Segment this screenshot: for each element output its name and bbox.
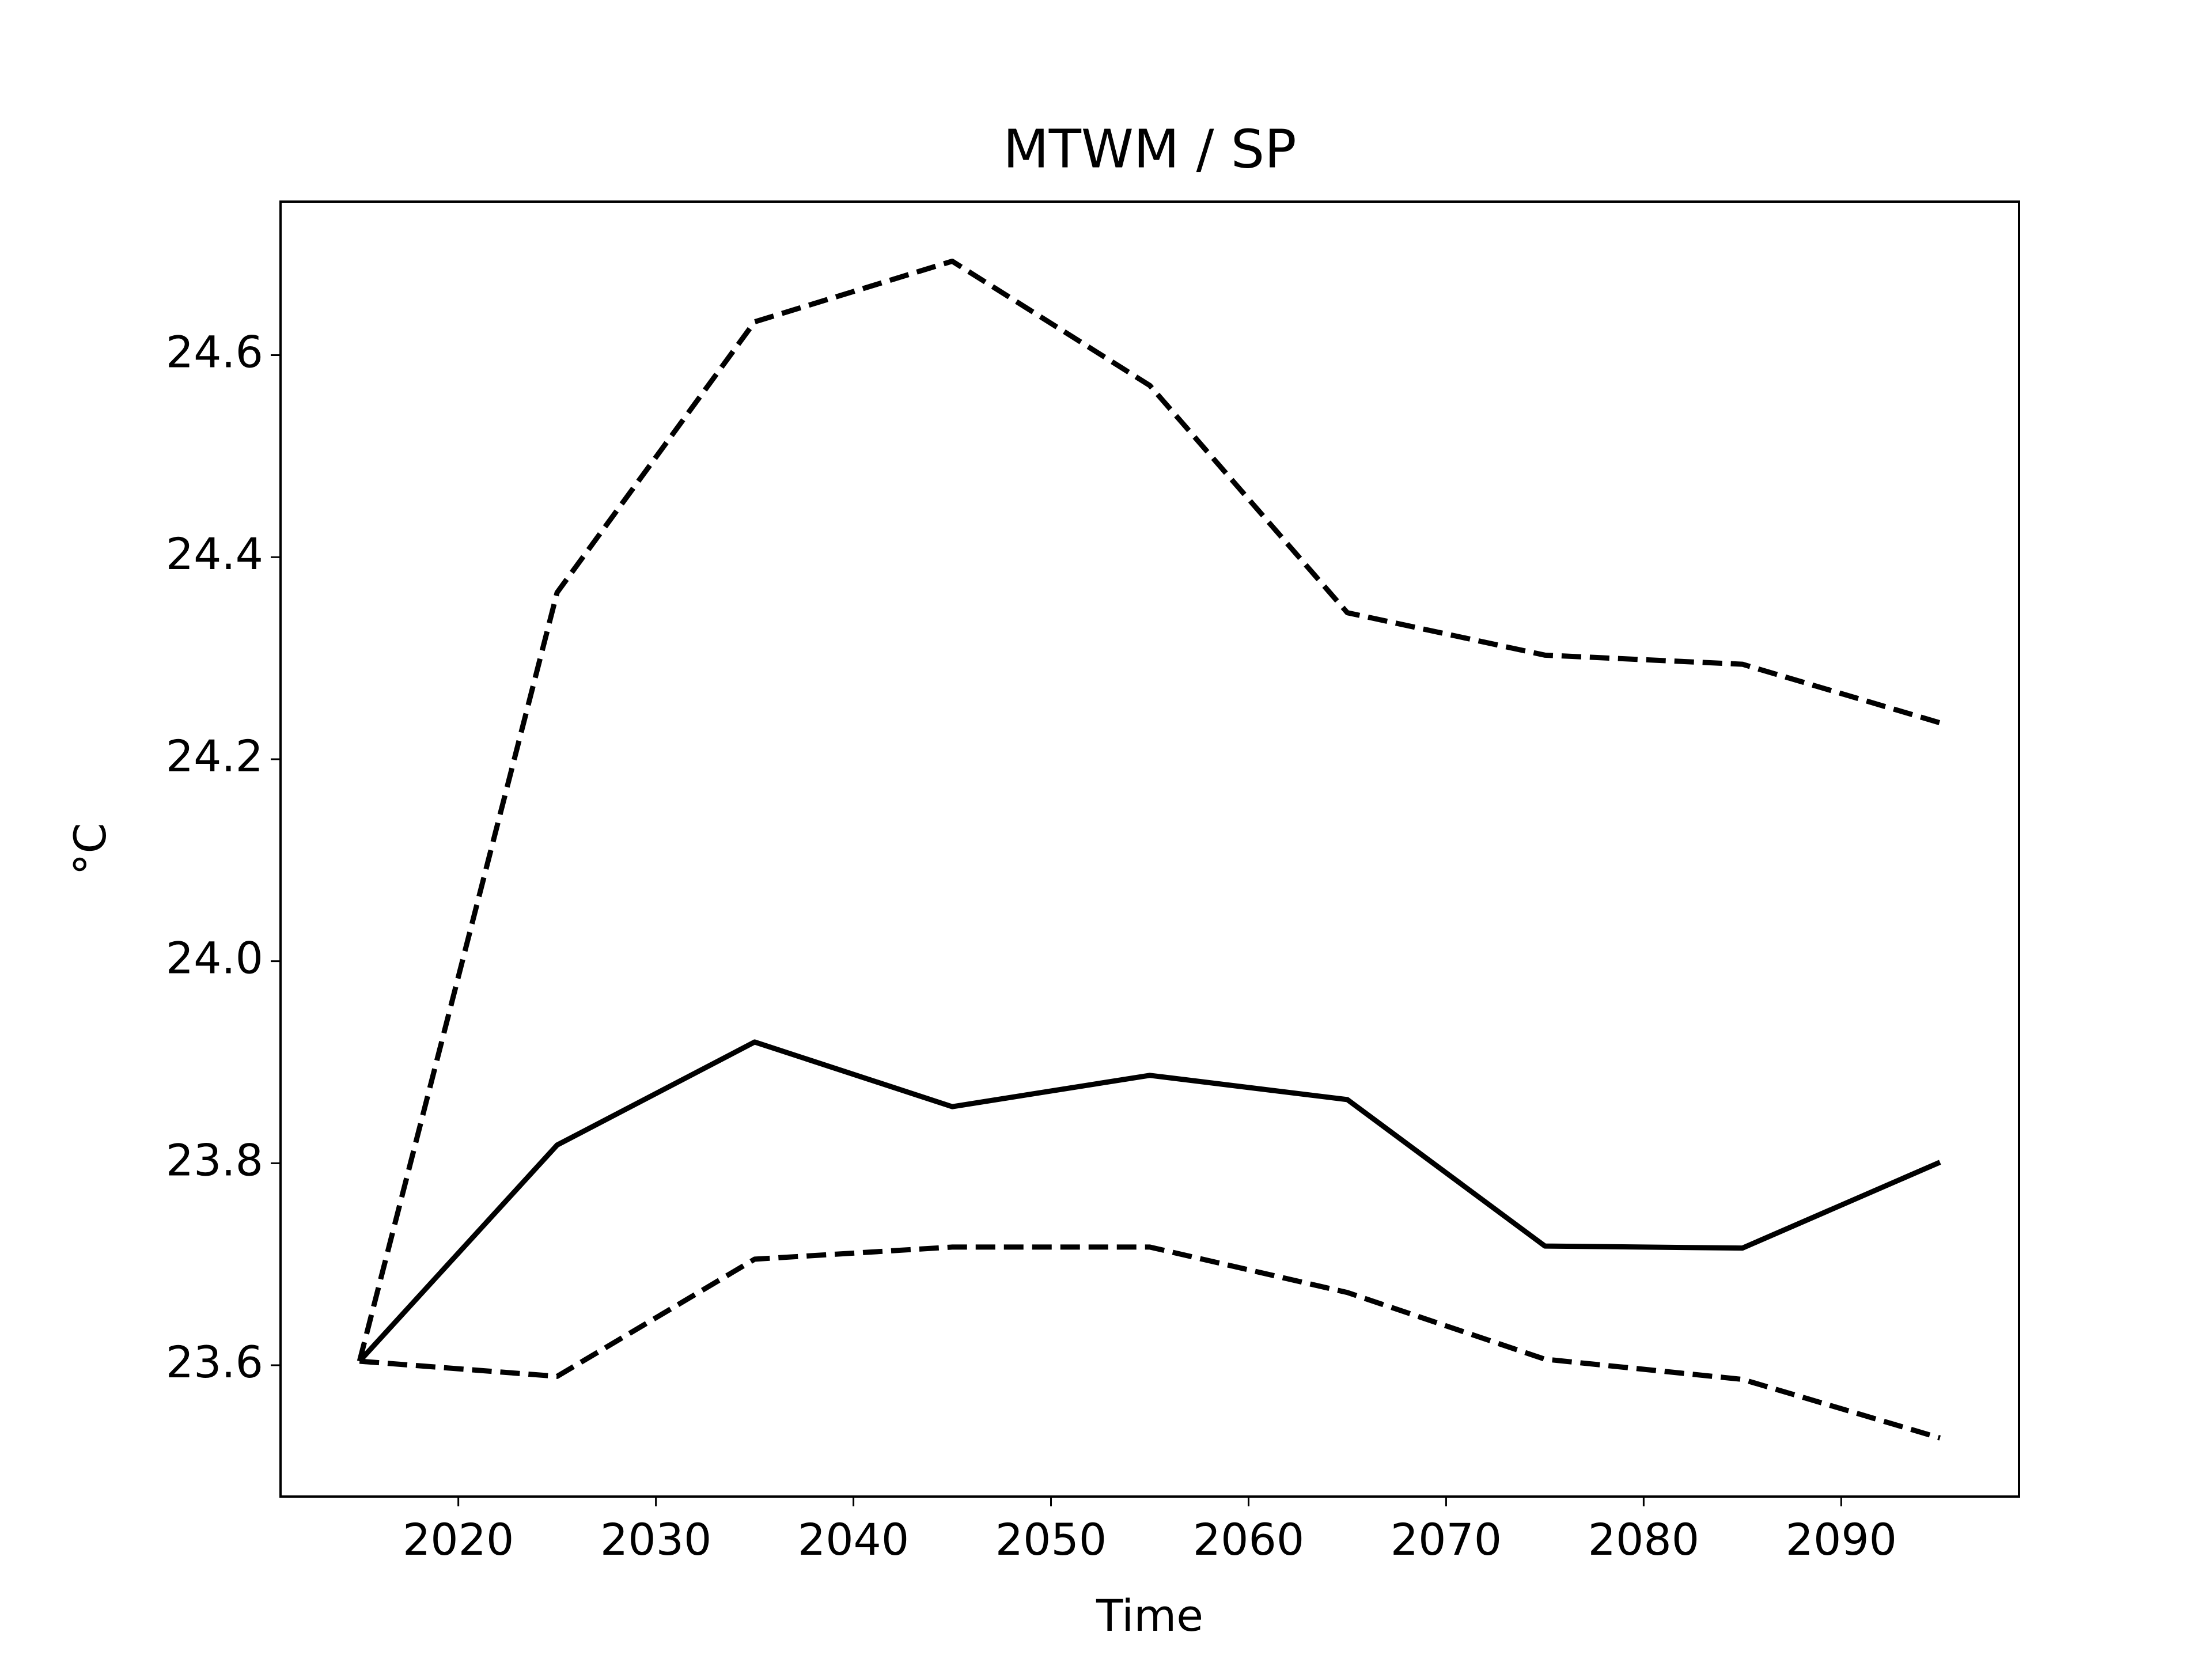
y-tick-label: 23.8 [166,1134,263,1185]
x-axis-label: Time [1096,1590,1203,1641]
x-tick-label: 2020 [403,1514,514,1565]
y-tick-label: 24.2 [166,730,263,782]
x-tick-label: 2060 [1193,1514,1304,1565]
x-tick-label: 2080 [1588,1514,1699,1565]
series-line [357,258,1941,1362]
series-line [357,1039,1941,1363]
plot-frame [279,200,2020,1498]
chart-title: MTWM / SP [1003,118,1296,180]
series-line [359,1244,1941,1441]
y-axis-label: °C [65,823,116,875]
x-tick-label: 2050 [995,1514,1107,1565]
x-tick-label: 2090 [1786,1514,1897,1565]
y-tick-label: 24.0 [166,933,263,984]
x-tick-label: 2070 [1391,1514,1502,1565]
y-tick-label: 24.6 [166,327,263,378]
y-tick-label: 23.6 [166,1336,263,1388]
y-tick-label: 24.4 [166,528,263,579]
x-tick-label: 2040 [798,1514,909,1565]
x-tick-label: 2030 [600,1514,711,1565]
